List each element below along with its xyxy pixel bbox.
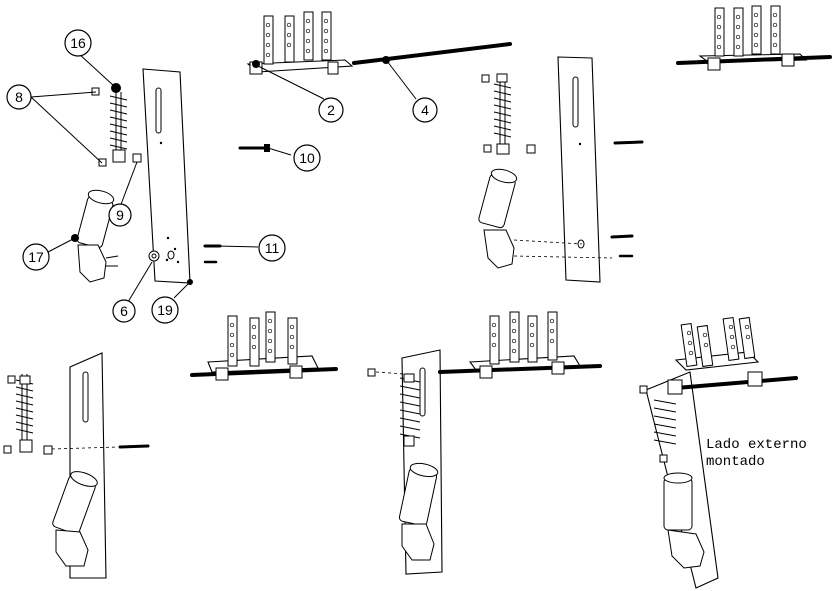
callout-label: 19 bbox=[157, 302, 173, 318]
callout-label: 17 bbox=[28, 249, 44, 265]
callout-label: 9 bbox=[116, 207, 124, 223]
step2-bracket bbox=[246, 11, 512, 75]
callout-8: 8 bbox=[6, 84, 32, 110]
callout-19: 19 bbox=[151, 296, 179, 324]
plate-slot bbox=[155, 87, 162, 134]
step1-exploded-view bbox=[76, 68, 270, 284]
callout-6: 6 bbox=[112, 299, 136, 323]
step6-bracket bbox=[190, 311, 338, 381]
callout-16: 16 bbox=[64, 29, 92, 57]
step4-motor-mounting bbox=[478, 56, 644, 283]
callout-label: 6 bbox=[120, 303, 128, 319]
leader-lines bbox=[30, 52, 417, 303]
callout-label: 10 bbox=[299, 150, 315, 166]
callout-label: 8 bbox=[15, 89, 23, 105]
nut bbox=[98, 158, 107, 167]
spacer bbox=[132, 153, 142, 163]
callout-2: 2 bbox=[318, 97, 344, 123]
step8-mounted-assembly bbox=[639, 316, 798, 589]
motor bbox=[76, 189, 119, 283]
note-line-1: Lado externo bbox=[706, 437, 807, 453]
callout-label: 4 bbox=[421, 102, 429, 118]
assembly-note: Lado externo montado bbox=[706, 437, 807, 471]
callout-label: 16 bbox=[70, 35, 86, 51]
step3-bracket bbox=[676, 5, 832, 71]
note-line-2: montado bbox=[706, 454, 765, 470]
threaded-rod bbox=[352, 42, 512, 65]
spring-assembly bbox=[109, 83, 142, 163]
callout-label: 11 bbox=[265, 240, 280, 256]
callout-10: 10 bbox=[293, 144, 321, 172]
nut bbox=[91, 87, 100, 96]
callout-11: 11 bbox=[258, 234, 286, 262]
mounting-plate bbox=[142, 68, 191, 284]
callout-label: 2 bbox=[327, 102, 335, 118]
callout-9: 9 bbox=[108, 203, 132, 227]
step7-partial-assembly bbox=[367, 311, 602, 575]
step5-spring-mount bbox=[3, 352, 150, 579]
callout-17: 17 bbox=[22, 243, 50, 271]
callout-4: 4 bbox=[412, 97, 438, 123]
